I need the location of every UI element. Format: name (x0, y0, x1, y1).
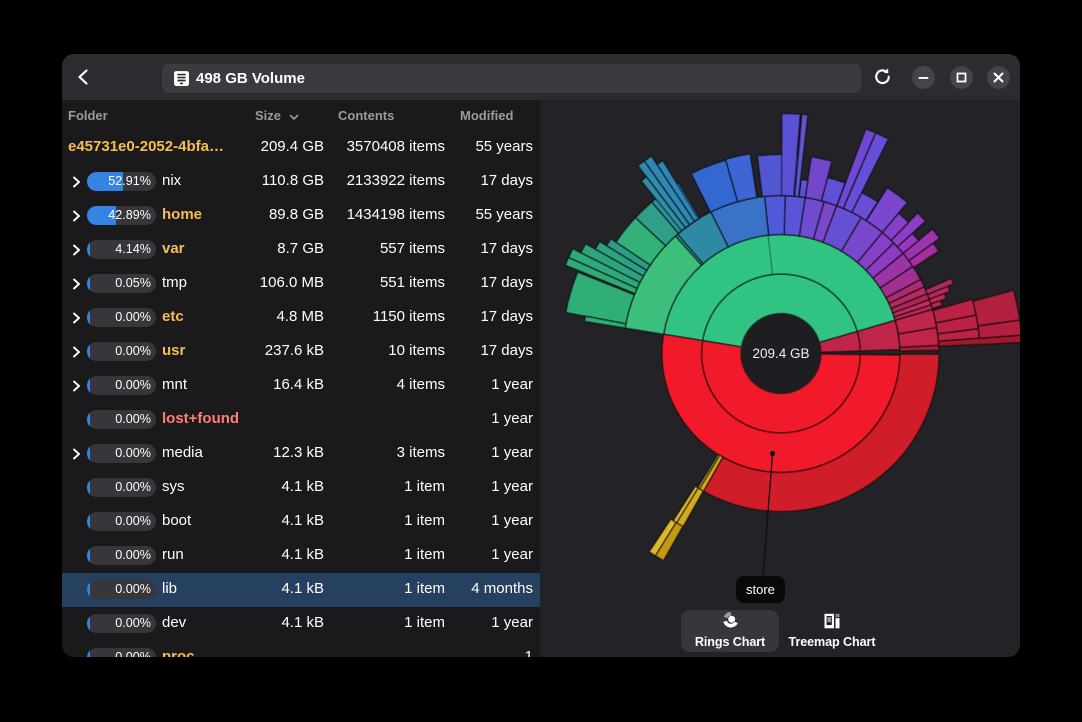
svg-text:209.4 GB: 209.4 GB (752, 346, 809, 361)
